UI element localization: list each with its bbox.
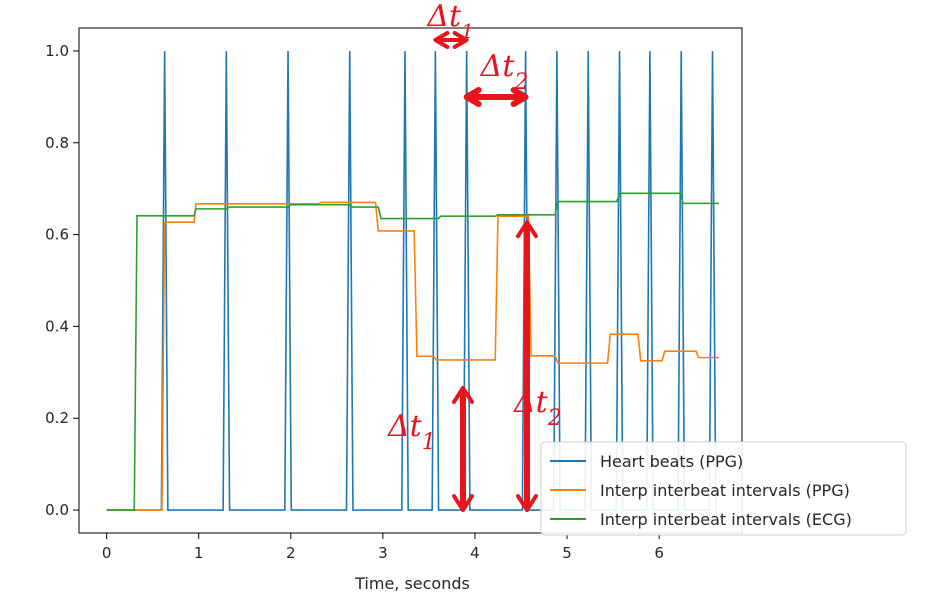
series-line-2	[106, 201, 719, 511]
x-tick-label: 6	[654, 544, 664, 562]
x-axis-label: Time, seconds	[354, 574, 470, 593]
legend: Heart beats (PPG) Interp interbeat interv…	[540, 441, 907, 536]
arrow-head	[433, 31, 450, 49]
legend-entry: Interp interbeat intervals (PPG)	[600, 481, 850, 500]
series-line-1	[106, 50, 717, 511]
legend-entry: Interp interbeat intervals (ECG)	[600, 510, 852, 529]
x-tick-label: 2	[286, 544, 296, 562]
arrow-head	[516, 494, 538, 513]
y-tick-label: 0.0	[45, 501, 69, 519]
y-tick-label: 0.2	[45, 409, 69, 427]
arrow-head	[452, 31, 469, 49]
x-tick-label: 3	[378, 544, 388, 562]
plot-area	[106, 50, 719, 511]
axis-ticks: 0 1 2 3 4 5 6 0.0 0.2 0.4 0.6 0.8 1.0	[45, 42, 664, 562]
arrow-head	[510, 87, 529, 107]
series-line-3	[106, 192, 719, 511]
x-tick-label: 5	[562, 544, 572, 562]
legend-box	[540, 441, 907, 536]
axes-frame	[78, 27, 743, 534]
legend-entry: Heart beats (PPG)	[600, 452, 743, 471]
y-tick-label: 0.4	[45, 317, 69, 335]
arrow-head	[463, 87, 482, 107]
y-tick-label: 0.8	[45, 134, 69, 152]
arrow-head	[451, 385, 474, 404]
x-tick-label: 4	[470, 544, 480, 562]
arrow-head	[451, 494, 474, 513]
x-tick-label: 1	[194, 544, 204, 562]
x-tick-label: 0	[102, 544, 112, 562]
y-tick-label: 1.0	[45, 42, 69, 60]
arrow-head	[516, 220, 538, 239]
y-tick-label: 0.6	[45, 226, 69, 244]
